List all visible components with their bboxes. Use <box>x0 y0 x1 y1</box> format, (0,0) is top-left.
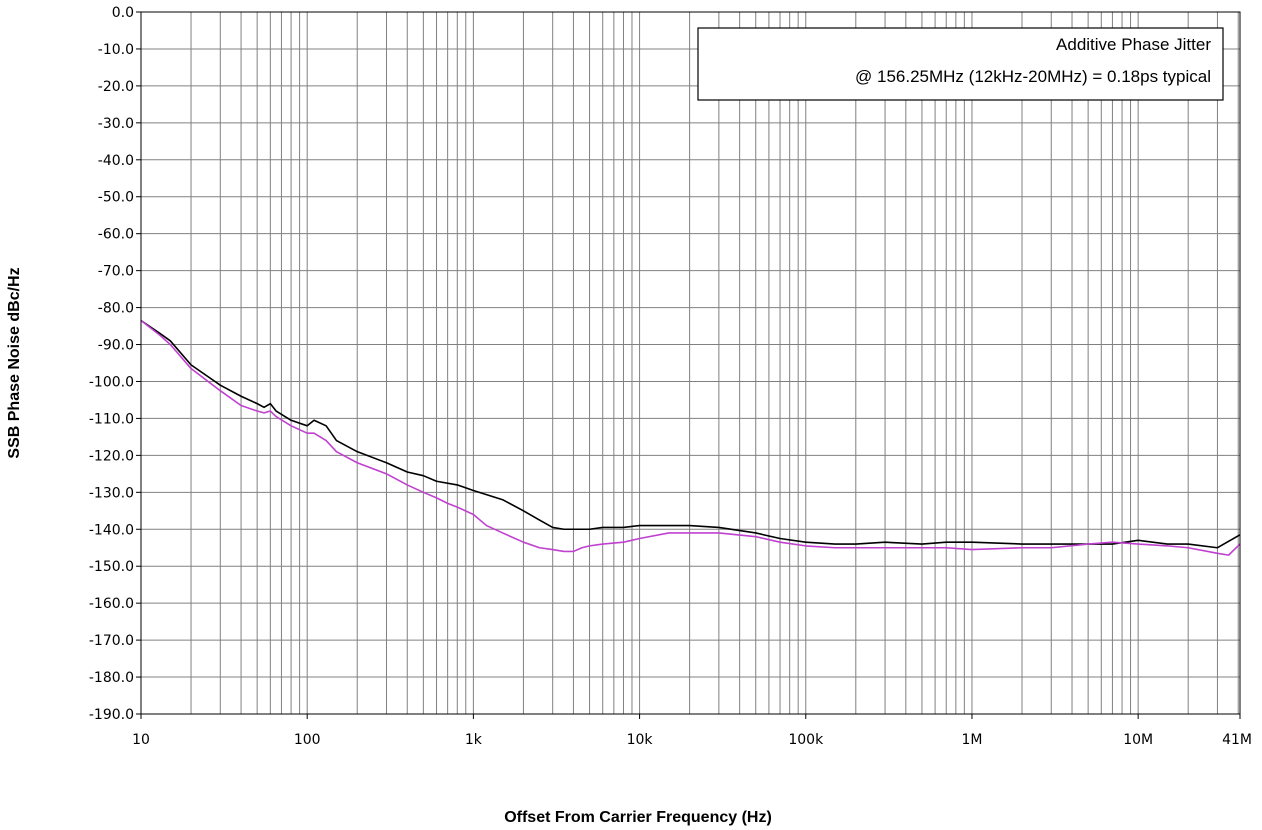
x-tick-label: 10 <box>132 732 150 748</box>
annotation-line-1: Additive Phase Jitter <box>1056 35 1211 54</box>
y-tick-label: -150.0 <box>89 559 134 575</box>
y-tick-label: -110.0 <box>89 411 134 427</box>
x-axis-ticks: 10 100 1k 10k 100k 1M 10M 41M <box>132 714 1252 748</box>
x-tick-label: 1M <box>961 732 982 748</box>
y-tick-label: -190.0 <box>89 707 134 723</box>
annotation-frame <box>697 27 1224 101</box>
x-tick-label: 10k <box>627 732 654 748</box>
y-tick-label: -130.0 <box>89 485 134 501</box>
y-axis-title: SSB Phase Noise dBc/Hz <box>6 267 23 458</box>
x-axis-title: Offset From Carrier Frequency (Hz) <box>504 809 772 826</box>
x-tick-label: 41M <box>1222 732 1252 748</box>
y-tick-label: -30.0 <box>98 116 134 132</box>
series-group <box>140 319 1241 556</box>
y-tick-label: -140.0 <box>89 522 134 538</box>
annotation-line-2: @ 156.25MHz (12kHz-20MHz) = 0.18ps typic… <box>855 67 1211 86</box>
y-tick-label: -80.0 <box>98 301 134 317</box>
x-tick-label: 1k <box>465 732 483 748</box>
y-tick-label: -120.0 <box>89 448 134 464</box>
plot-frame <box>140 11 1241 715</box>
y-tick-label: -60.0 <box>98 227 134 243</box>
x-tick-label: 10M <box>1123 732 1153 748</box>
y-tick-label: -100.0 <box>89 374 134 390</box>
y-tick-label: -160.0 <box>89 596 134 612</box>
y-axis-ticks: 0.0 -10.0 -20.0 -30.0 -40.0 -50.0 -60.0 -70.0 -8… <box>89 5 141 723</box>
y-tick-label: -70.0 <box>98 264 134 280</box>
y-tick-label: -20.0 <box>98 79 134 95</box>
y-tick-label: 0.0 <box>112 5 134 21</box>
series-line-black <box>140 319 1241 549</box>
series-line-magenta <box>140 319 1241 556</box>
x-tick-label: 100 <box>294 732 321 748</box>
y-tick-label: -90.0 <box>98 338 134 354</box>
y-tick-label: -170.0 <box>89 633 134 649</box>
annotation-box: Additive Phase Jitter @ 156.25MHz (12kHz… <box>697 27 1224 101</box>
x-tick-label: 100k <box>788 732 824 748</box>
y-tick-label: -180.0 <box>89 670 134 686</box>
y-tick-label: -10.0 <box>98 42 134 58</box>
y-tick-label: -40.0 <box>98 153 134 169</box>
grid <box>141 12 1240 714</box>
y-tick-label: -50.0 <box>98 190 134 206</box>
